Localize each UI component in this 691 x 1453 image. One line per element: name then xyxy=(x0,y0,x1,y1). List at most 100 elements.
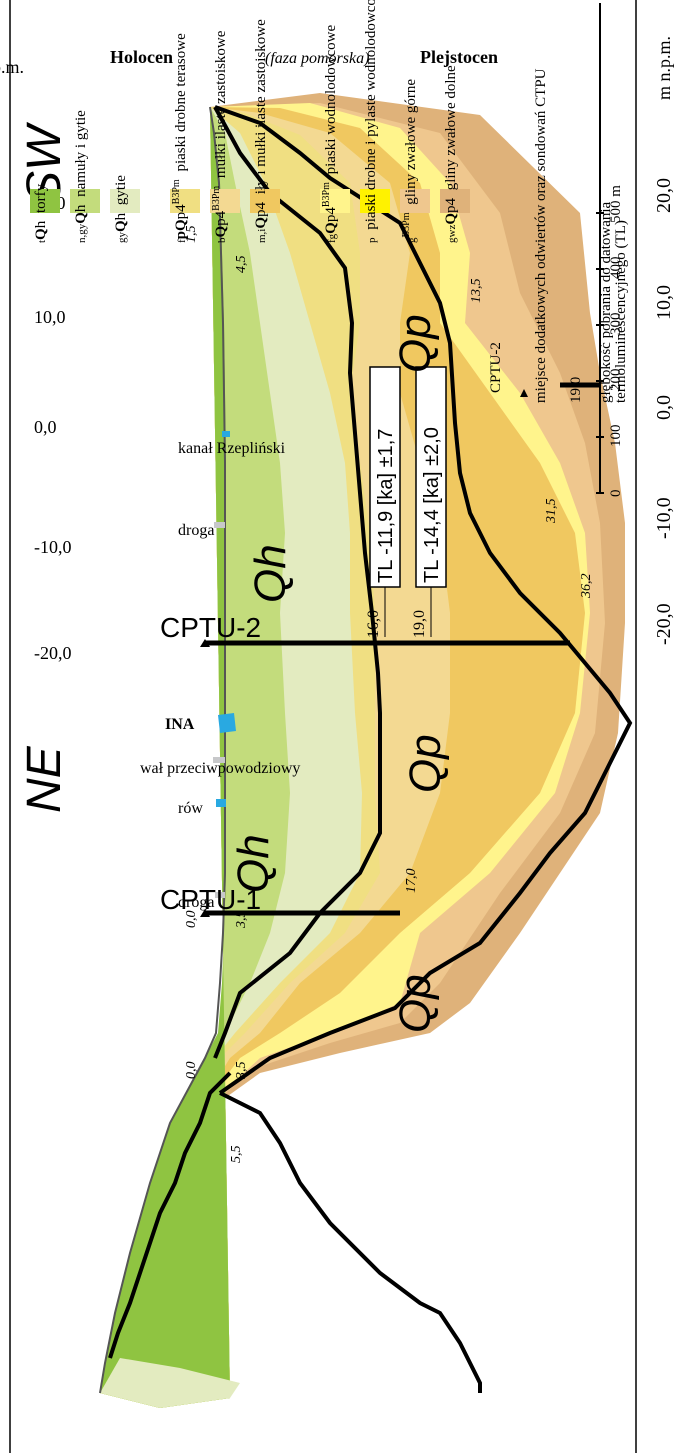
tl-sample-depth-1: 16,0 xyxy=(365,610,382,638)
surface-features xyxy=(213,431,236,898)
tl-samples: TL -11,9 [ka] ±1,7 16,0 TL -14,4 [ka] ±2… xyxy=(365,366,447,638)
right-axis-unit: m n.p.m. xyxy=(654,36,674,100)
legend-group-plejstocen: Plejstocen xyxy=(420,47,498,67)
row-ditch xyxy=(216,799,226,807)
scale-label: 200 xyxy=(608,369,624,392)
legend: Holocen (faza pomorska) Plejstocen tQh t… xyxy=(30,0,629,497)
legend-swatch-torf xyxy=(30,189,60,213)
legend-row-terasowe: fpQp4B3Pm piaski drobne terasowe xyxy=(167,33,189,243)
right-axis: m n.p.m. 20,0 10,0 0,0 -10,0 -20,0 xyxy=(635,0,675,1453)
boundary-ne-left xyxy=(219,1091,482,1393)
unit-labels: Qh Qh Qp Qp Qp xyxy=(229,314,450,1033)
legend-swatch-wodnolod xyxy=(320,189,350,213)
legend-swatch-pylaste xyxy=(360,189,390,213)
surface-label-embankment: wał przeciwpowodziowy xyxy=(140,760,300,777)
unit-label-qh-left: Qh xyxy=(229,834,278,893)
left-axis-tick: 0,0 xyxy=(34,417,57,437)
unit-label-qp-left: Qp xyxy=(391,974,440,1033)
canal-rzeplinski xyxy=(222,431,230,437)
surface-label-river: INA xyxy=(165,716,195,733)
legend-row-namuly: n,gyQh namuły i gytie xyxy=(73,110,89,243)
geologic-layers xyxy=(99,93,625,1408)
legend-swatch-namuly xyxy=(70,189,100,213)
legend-borehole-marker xyxy=(520,389,528,397)
layer-left-edge xyxy=(100,1358,240,1408)
legend-swatch-gytie xyxy=(110,189,140,213)
embankment xyxy=(213,757,225,763)
legend-group-faza: (faza pomorska) xyxy=(265,50,369,67)
right-axis-tick: -10,0 xyxy=(653,497,675,539)
depth-mark: 3,5 xyxy=(234,1062,249,1081)
left-axis-tick: 10,0 xyxy=(34,307,66,327)
depth-mark: 0,0 xyxy=(184,1062,199,1080)
left-axis-tick: -20,0 xyxy=(34,643,72,663)
borehole-cptu1-label: CPTU-1 xyxy=(160,884,261,915)
legend-row-gytie: gyQh gytie xyxy=(113,175,129,243)
surface-label-canal: kanał Rzepliński xyxy=(178,440,286,457)
boreholes: CPTU-1 CPTU-2 xyxy=(160,612,570,917)
layer-namuly xyxy=(100,107,290,1408)
legend-row-ily: m,iQp4 iły i mułki ilaste zastoiskowe xyxy=(253,19,269,243)
unit-label-qp-center: Qp xyxy=(401,734,450,793)
left-axis-tick: -10,0 xyxy=(34,537,72,557)
ground-surface xyxy=(99,106,226,1394)
borehole-cptu2-label: CPTU-2 xyxy=(160,612,261,643)
legend-row-gliny-gorne: gB3Pm gliny zwałowe górne xyxy=(397,79,419,243)
boundary-upper-left xyxy=(108,1071,232,1359)
surface-label-road2: droga xyxy=(178,522,214,539)
depth-mark: 17,0 xyxy=(404,869,419,894)
legend-borehole: CPTU-2 miejsce dodatkowych odwiertów ora… xyxy=(488,68,629,403)
depth-mark: 4,5 xyxy=(234,256,249,274)
legend-swatch-ily xyxy=(250,189,280,213)
legend-swatch-mulki xyxy=(210,189,240,213)
legend-row-gliny-dolne: gwzQp4 gliny zwałowe dolne xyxy=(443,65,459,243)
depth-mark: 1,5 xyxy=(184,226,199,244)
legend-row-mulki: bQp4B3Pm mułki ilaste zastoiskowe xyxy=(207,30,229,243)
borehole-cptu2-marker xyxy=(200,639,210,647)
road-1 xyxy=(215,892,225,898)
depth-marks: 5,5 0,0 3,5 0,0 3,5 17,0 36,2 31,5 13,5 … xyxy=(184,226,594,1164)
unit-label-qh-center: Qh xyxy=(246,544,295,603)
tl-sample-text-2: TL -14,4 [ka] ±2,0 xyxy=(421,427,443,583)
depth-mark: 3,5 xyxy=(234,911,249,930)
legend-borehole-depth-value: 19,0 xyxy=(568,377,584,403)
boundary-lines xyxy=(108,105,633,1393)
legend-swatch-gliny-dolne xyxy=(440,189,470,213)
boundary-pleistocene-channel xyxy=(214,105,633,1095)
legend-row-wodnolod: fgQp4B3Pm piaski wodnolodowcowe xyxy=(317,24,339,243)
river-ina xyxy=(218,713,236,733)
right-axis-tick: -20,0 xyxy=(653,603,675,645)
surface-label-road1: droga xyxy=(178,894,214,911)
right-axis-tick: 20,0 xyxy=(653,178,675,213)
unit-label-qp-right: Qp xyxy=(391,314,440,373)
right-axis-tick: 0,0 xyxy=(653,395,675,420)
left-axis: m n.p.m. 20,0 10,0 0,0 -10,0 -20,0 xyxy=(0,0,72,1453)
scale-label: 400 xyxy=(608,257,624,280)
road-2 xyxy=(214,522,225,528)
right-axis-tick: 10,0 xyxy=(653,285,675,320)
surface-label-row: rów xyxy=(178,800,203,817)
direction-ne: NE xyxy=(18,745,71,813)
legend-borehole-label: CPTU-2 xyxy=(488,342,504,393)
direction-labels: NE SW xyxy=(18,121,71,813)
layer-torf xyxy=(100,107,230,1408)
legend-swatch-terasowe xyxy=(170,189,200,213)
depth-mark: 13,5 xyxy=(469,279,484,304)
scale-label: 500 m xyxy=(608,185,624,223)
depth-mark: 5,5 xyxy=(229,1146,244,1164)
left-axis-unit: m n.p.m. xyxy=(0,57,24,77)
legend-swatch-gliny-gorne xyxy=(400,189,430,213)
tl-sample-text-1: TL -11,9 [ka] ±1,7 xyxy=(375,429,397,583)
scale-label: 100 xyxy=(608,425,624,448)
scale-label: 0 xyxy=(608,490,624,498)
surface-label-group: rów droga wał przeciwpowodziowy INA drog… xyxy=(140,440,300,911)
scale-bar: 0 100 200 300 400 500 m xyxy=(596,3,624,497)
legend-borehole-depth-text-1: głębokość pobrania do datowania xyxy=(598,201,614,403)
scale-label: 300 xyxy=(608,313,624,336)
legend-borehole-depth-text-2: termoluminescencyjnego (TL) xyxy=(613,220,629,403)
depth-mark: 36,2 xyxy=(579,574,594,600)
tl-sample-depth-2: 19,0 xyxy=(411,610,428,638)
